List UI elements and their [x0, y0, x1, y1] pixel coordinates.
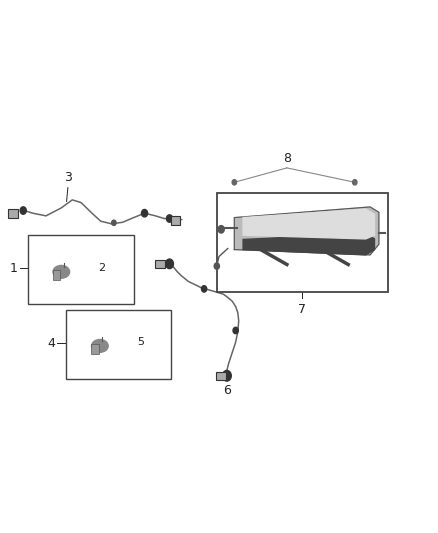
Bar [155, 260, 165, 268]
Bar [66, 310, 171, 379]
Bar [171, 216, 180, 225]
Ellipse shape [92, 340, 108, 352]
Circle shape [112, 220, 116, 225]
Polygon shape [243, 209, 374, 239]
Circle shape [233, 327, 238, 334]
Bar [8, 209, 18, 218]
Text: 5: 5 [137, 337, 144, 347]
Text: 6: 6 [223, 384, 231, 397]
Circle shape [223, 370, 231, 381]
Circle shape [166, 259, 173, 269]
Bar [217, 193, 388, 292]
Circle shape [201, 286, 207, 292]
Circle shape [353, 180, 357, 185]
Polygon shape [243, 233, 374, 255]
Bar [91, 344, 99, 354]
Text: 3: 3 [64, 171, 72, 184]
Circle shape [141, 209, 148, 217]
Circle shape [20, 207, 26, 214]
Ellipse shape [53, 265, 70, 278]
Bar [216, 372, 226, 380]
Circle shape [214, 263, 219, 269]
Text: 8: 8 [283, 152, 291, 165]
Bar [28, 235, 134, 304]
Circle shape [166, 215, 173, 222]
Circle shape [232, 180, 237, 185]
Text: 7: 7 [298, 303, 306, 316]
Bar [53, 270, 60, 280]
Text: 4: 4 [47, 337, 55, 350]
Polygon shape [234, 207, 379, 255]
Text: 2: 2 [99, 263, 106, 272]
Circle shape [218, 225, 224, 233]
Text: 1: 1 [10, 262, 18, 274]
